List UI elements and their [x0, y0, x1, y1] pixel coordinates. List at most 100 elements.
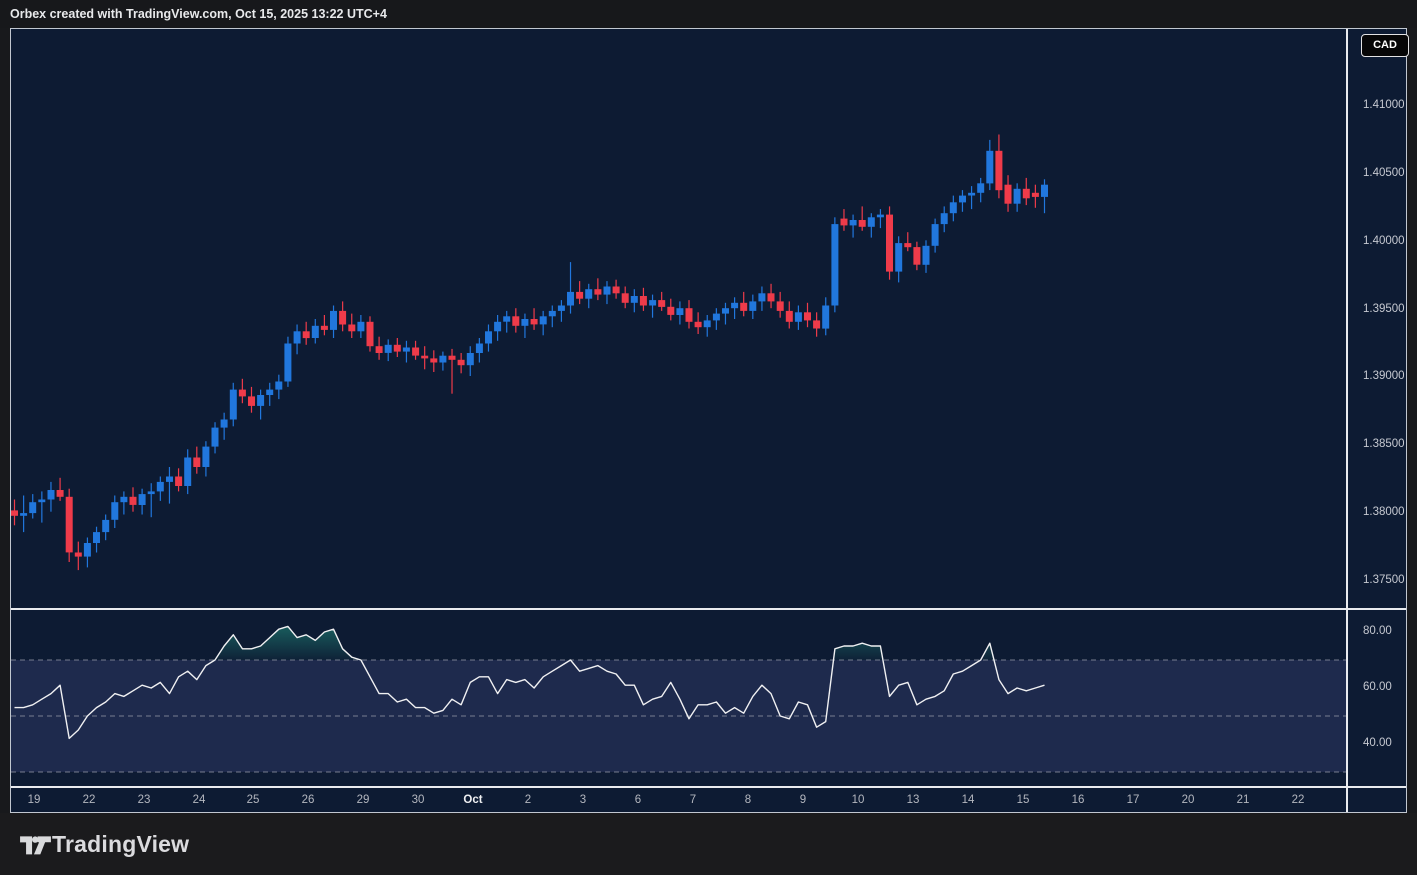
candle[interactable]: [876, 214, 884, 218]
candle[interactable]: [175, 476, 183, 487]
candle[interactable]: [147, 491, 155, 495]
candle[interactable]: [949, 202, 957, 214]
candle[interactable]: [29, 502, 37, 514]
candle[interactable]: [56, 490, 64, 497]
candle[interactable]: [412, 347, 420, 356]
candle[interactable]: [630, 296, 638, 303]
candle[interactable]: [539, 316, 547, 325]
candle[interactable]: [585, 289, 593, 299]
candle[interactable]: [439, 355, 447, 363]
candle[interactable]: [202, 446, 210, 467]
chart-area[interactable]: CAD 1.41000 1.40500 1.40000 1.39500 1.39000 1…: [10, 28, 1409, 813]
candle[interactable]: [548, 310, 556, 317]
candle[interactable]: [1004, 184, 1012, 204]
brand-name[interactable]: TradingView: [52, 831, 190, 857]
candle[interactable]: [402, 347, 410, 352]
candle[interactable]: [703, 320, 711, 328]
candle[interactable]: [576, 291, 584, 299]
candle[interactable]: [968, 192, 976, 196]
candle[interactable]: [959, 195, 966, 203]
candle[interactable]: [512, 316, 520, 326]
pane-separator-bottom[interactable]: [11, 786, 1406, 788]
candle[interactable]: [485, 331, 492, 344]
candle[interactable]: [886, 214, 893, 272]
candle[interactable]: [357, 321, 365, 332]
candle[interactable]: [166, 476, 173, 482]
candle[interactable]: [776, 301, 784, 311]
candle[interactable]: [475, 343, 483, 354]
candle[interactable]: [785, 310, 793, 322]
candle[interactable]: [567, 291, 574, 306]
candle[interactable]: [813, 320, 821, 329]
candle[interactable]: [658, 300, 666, 307]
candle[interactable]: [804, 312, 811, 321]
candle[interactable]: [47, 490, 55, 500]
candle[interactable]: [320, 325, 328, 330]
candle[interactable]: [557, 305, 565, 311]
candle[interactable]: [156, 481, 164, 492]
candle[interactable]: [74, 552, 82, 557]
price-axis[interactable]: CAD 1.41000 1.40500 1.40000 1.39500 1.39000 1…: [1348, 29, 1409, 812]
candle[interactable]: [649, 300, 657, 306]
candle[interactable]: [421, 355, 429, 359]
candle[interactable]: [111, 502, 119, 520]
candle[interactable]: [348, 324, 356, 332]
candle[interactable]: [229, 389, 237, 420]
candle[interactable]: [722, 308, 729, 314]
currency-badge[interactable]: CAD: [1361, 34, 1409, 57]
candle[interactable]: [20, 513, 28, 516]
candle[interactable]: [913, 247, 921, 265]
candle[interactable]: [129, 496, 137, 505]
candle[interactable]: [211, 427, 219, 447]
candle[interactable]: [275, 381, 283, 390]
candle[interactable]: [922, 245, 930, 265]
candle[interactable]: [38, 499, 46, 503]
candle[interactable]: [867, 217, 875, 227]
candle[interactable]: [621, 293, 629, 303]
candle[interactable]: [220, 419, 228, 428]
candle[interactable]: [639, 296, 647, 306]
candle[interactable]: [120, 496, 128, 503]
candle[interactable]: [603, 286, 611, 295]
candle[interactable]: [293, 331, 301, 344]
candle[interactable]: [330, 310, 337, 330]
candle[interactable]: [311, 325, 319, 338]
candle[interactable]: [494, 321, 502, 332]
candle[interactable]: [731, 302, 739, 309]
candle[interactable]: [794, 312, 802, 322]
candle[interactable]: [767, 293, 775, 302]
candle[interactable]: [822, 305, 830, 329]
candle[interactable]: [366, 321, 374, 347]
candle[interactable]: [594, 289, 602, 295]
candle[interactable]: [1022, 188, 1030, 199]
candle[interactable]: [694, 321, 702, 328]
candle[interactable]: [375, 346, 383, 353]
candle[interactable]: [93, 532, 100, 543]
candle[interactable]: [685, 308, 693, 322]
candle[interactable]: [457, 359, 465, 366]
rsi-pane[interactable]: [11, 610, 1346, 786]
candle[interactable]: [904, 243, 912, 248]
pane-separator-top[interactable]: [11, 608, 1406, 610]
candle[interactable]: [466, 353, 474, 366]
candle[interactable]: [193, 457, 201, 468]
candle[interactable]: [712, 313, 720, 321]
candle[interactable]: [284, 343, 292, 382]
candle[interactable]: [339, 310, 347, 325]
candle[interactable]: [1041, 184, 1048, 197]
candle[interactable]: [83, 543, 91, 557]
candle[interactable]: [138, 494, 146, 505]
candle[interactable]: [676, 308, 684, 315]
candle[interactable]: [102, 519, 110, 533]
tradingview-logo-icon[interactable]: [20, 833, 51, 857]
time-axis[interactable]: 19 22 23 24 25 26 29 30 Oct 2 3 6 7 8 9 10 13 14 15 16 17 20 2…: [11, 788, 1406, 812]
candle[interactable]: [1031, 192, 1039, 197]
candle[interactable]: [849, 220, 857, 226]
candle[interactable]: [530, 319, 538, 325]
candle[interactable]: [384, 344, 392, 353]
candle[interactable]: [612, 286, 620, 294]
candle[interactable]: [184, 457, 192, 487]
candle[interactable]: [995, 150, 1003, 191]
candle[interactable]: [931, 224, 939, 246]
candle[interactable]: [503, 316, 511, 322]
